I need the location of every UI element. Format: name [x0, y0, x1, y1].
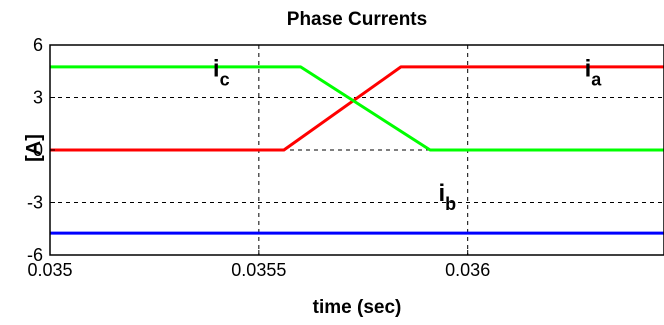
series-label-main: i	[438, 180, 445, 207]
y-tick-label: 3	[33, 88, 43, 108]
x-tick-label: 0.036	[445, 260, 490, 280]
series-label-sub: a	[591, 70, 602, 90]
series-lines	[50, 65, 664, 235]
y-axis-label: [A]	[23, 134, 45, 162]
axis-ticks: 0.035 0.0355 0.036 6 3 0 -3 -6	[27, 35, 490, 280]
chart-title: Phase Currents	[287, 9, 427, 30]
series-label-ia: ia	[585, 56, 603, 90]
y-tick-label: 0	[33, 140, 43, 160]
y-tick-label: 6	[33, 35, 43, 55]
y-tick-label: -3	[27, 193, 43, 213]
series-label-main: i	[585, 56, 592, 83]
y-tick-label: -6	[27, 245, 43, 265]
series-label-sub: c	[220, 70, 230, 90]
x-tick-label: 0.035	[27, 260, 72, 280]
series-label-ib: ib	[438, 180, 456, 214]
series-line-ic	[50, 65, 664, 152]
x-axis-label: time (sec)	[313, 297, 402, 318]
series-line-ia	[50, 65, 664, 152]
series-label-ic: ic	[213, 56, 230, 90]
series-label-main: i	[213, 56, 220, 83]
x-tick-label: 0.0355	[231, 260, 286, 280]
series-label-sub: b	[445, 194, 456, 214]
